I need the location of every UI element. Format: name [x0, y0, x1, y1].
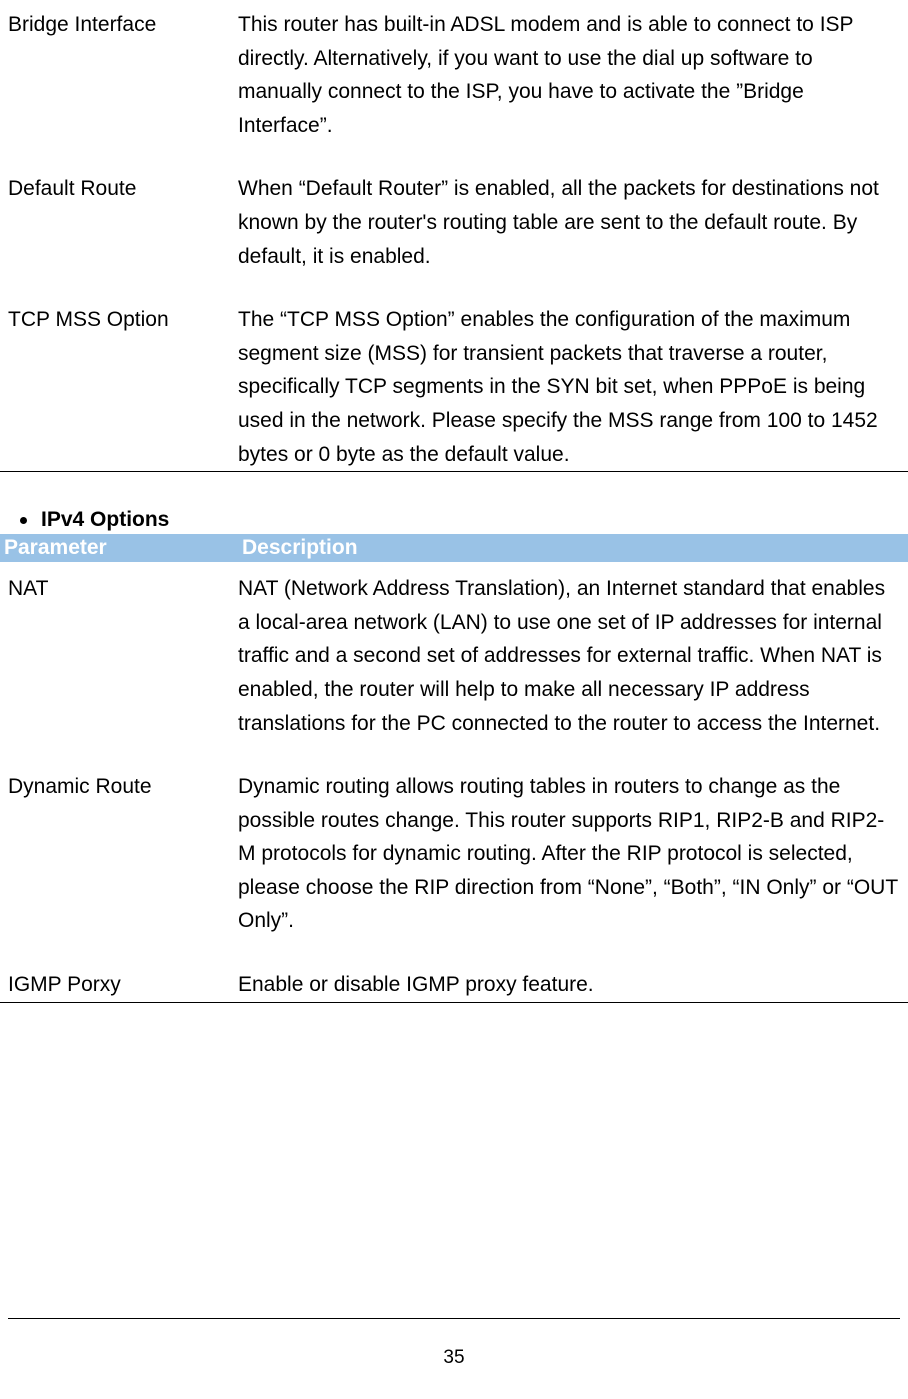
param-row-default-route: Default Route When “Default Router” is e… — [8, 172, 900, 273]
param-row-nat: NAT NAT (Network Address Translation), a… — [8, 572, 900, 740]
table1-body: Bridge Interface This router has built-i… — [8, 8, 900, 471]
param-label: TCP MSS Option — [8, 303, 238, 337]
header-parameter: Parameter — [0, 534, 238, 562]
param-label: Bridge Interface — [8, 8, 238, 42]
param-label: NAT — [8, 572, 238, 606]
param-desc: Dynamic routing allows routing tables in… — [238, 770, 900, 938]
table2-body: NAT NAT (Network Address Translation), a… — [8, 572, 900, 1002]
footer-divider — [8, 1318, 900, 1319]
section-header: IPv4 Options — [20, 508, 900, 532]
param-label: Default Route — [8, 172, 238, 206]
param-desc: NAT (Network Address Translation), an In… — [238, 572, 900, 740]
section-title: IPv4 Options — [41, 508, 169, 532]
table-divider — [0, 1002, 908, 1003]
param-label: Dynamic Route — [8, 770, 238, 804]
param-desc: This router has built-in ADSL modem and … — [238, 8, 900, 142]
param-desc: The “TCP MSS Option” enables the configu… — [238, 303, 900, 471]
param-row-igmp-proxy: IGMP Porxy Enable or disable IGMP proxy … — [8, 968, 900, 1002]
param-row-dynamic-route: Dynamic Route Dynamic routing allows rou… — [8, 770, 900, 938]
table-header-row: Parameter Description — [0, 534, 908, 562]
page-number: 35 — [0, 1347, 908, 1369]
param-desc: Enable or disable IGMP proxy feature. — [238, 968, 900, 1002]
param-label: IGMP Porxy — [8, 968, 238, 1002]
bullet-icon — [20, 517, 27, 524]
param-row-tcp-mss: TCP MSS Option The “TCP MSS Option” enab… — [8, 303, 900, 471]
param-row-bridge-interface: Bridge Interface This router has built-i… — [8, 8, 900, 142]
param-desc: When “Default Router” is enabled, all th… — [238, 172, 900, 273]
header-description: Description — [238, 534, 908, 562]
